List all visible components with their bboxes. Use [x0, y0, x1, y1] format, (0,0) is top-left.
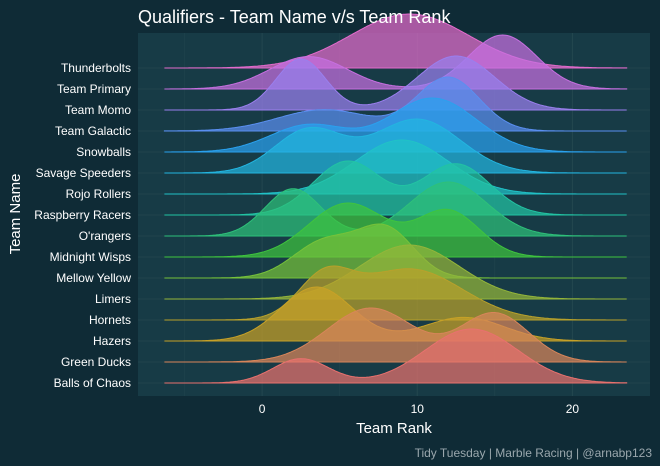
x-tick-label: 20	[566, 402, 580, 416]
y-tick-label: Raspberry Racers	[34, 208, 131, 222]
chart-caption: Tidy Tuesday | Marble Racing | @arnabp12…	[415, 446, 653, 460]
y-tick-label: Rojo Rollers	[66, 187, 131, 201]
x-axis-title: Team Rank	[356, 420, 432, 437]
ridge-thunderbolts	[164, 13, 628, 69]
x-tick-label: 10	[411, 402, 425, 416]
y-tick-label: O'rangers	[79, 229, 131, 243]
y-tick-label: Thunderbolts	[61, 61, 131, 75]
ridge-team-galactic	[163, 76, 627, 132]
y-axis-title: Team Name	[7, 174, 24, 255]
x-tick-labels: 0 10 20	[259, 402, 580, 416]
y-tick-label: Mellow Yellow	[56, 271, 131, 285]
y-tick-label: Midnight Wisps	[50, 250, 131, 264]
y-tick-label: Team Momo	[65, 103, 131, 117]
ridges	[163, 13, 628, 384]
y-tick-label: Balls of Chaos	[54, 376, 131, 390]
y-tick-label: Green Ducks	[61, 355, 131, 369]
y-tick-label: Snowballs	[76, 145, 131, 159]
ridge-rojo-rollers	[164, 139, 627, 195]
chart-title: Qualifiers - Team Name v/s Team Rank	[138, 7, 451, 27]
ridge-o-rangers	[164, 181, 627, 237]
ridge-team-momo	[164, 55, 627, 111]
y-tick-label: Team Galactic	[55, 124, 131, 138]
ridge-hornets	[164, 265, 627, 321]
ridge-balls-of-chaos	[164, 328, 628, 384]
ridge-raspberry-racers	[164, 160, 627, 216]
y-tick-label: Hazers	[93, 334, 131, 348]
x-tick-label: 0	[259, 402, 266, 416]
y-tick-labels: Balls of Chaos Green Ducks Hazers Hornets Li…	[34, 61, 131, 390]
y-tick-label: Savage Speeders	[36, 166, 131, 180]
y-tick-label: Team Primary	[57, 82, 131, 96]
y-tick-label: Hornets	[89, 313, 131, 327]
y-tick-label: Limers	[95, 292, 131, 306]
